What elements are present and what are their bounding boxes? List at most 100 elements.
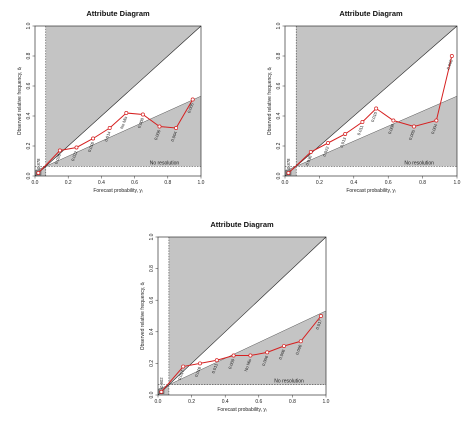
y-axis-label: Observed relative frequency, ōᵢ (267, 67, 273, 136)
data-point (326, 141, 330, 145)
point-label: 0.022 (322, 145, 331, 157)
y-tick-label: 0.2 (26, 142, 32, 149)
x-tick-label: 1.0 (454, 180, 461, 186)
data-point (412, 124, 416, 129)
data-point (434, 118, 439, 123)
point-label: 0.006 (261, 354, 270, 366)
data-point (107, 126, 112, 130)
x-tick-label: 0.0 (155, 399, 162, 405)
data-point (174, 126, 179, 130)
perfect-reliability-line (34, 25, 202, 177)
y-axis-label: Observed relative frequency, ōᵢ (140, 282, 146, 351)
point-label: 0.009 (227, 358, 236, 370)
x-tick-label: 0.4 (350, 180, 357, 186)
point-label: No Mis (119, 116, 128, 130)
no-skill-line (34, 95, 202, 172)
data-point (374, 106, 379, 111)
data-point (157, 124, 162, 129)
point-label: 0.026 (54, 153, 63, 165)
x-tick-label: 0.8 (289, 399, 296, 405)
plot-frame (157, 236, 327, 396)
chart-panel-2: No resolution Attribute Diagram 0.0 0.2 0.4 0… (267, 9, 461, 194)
data-point (265, 350, 270, 355)
y-tick-label: 0.0 (276, 172, 282, 179)
chart-title: Attribute Diagram (339, 9, 403, 18)
data-point (57, 148, 62, 153)
y-tick-label: 0.4 (276, 112, 282, 119)
point-label: 0.878 (36, 158, 41, 169)
data-point (248, 353, 253, 358)
x-tick-label: 0.8 (419, 180, 426, 186)
y-tick-label: 0.6 (26, 82, 32, 89)
x-tick-label: 0.0 (282, 180, 289, 186)
point-label: 0.036 (304, 154, 313, 166)
point-label: 0.004 (170, 130, 179, 142)
point-label: No Mis (243, 358, 252, 372)
reliability-curve (288, 55, 453, 174)
x-tick-label: 1.0 (198, 180, 205, 186)
data-point (124, 111, 129, 115)
data-point (360, 120, 365, 124)
y-tick-label: 0.0 (26, 172, 32, 179)
no-resolution-label: No resolution (150, 160, 180, 166)
y-tick-label: 0.8 (26, 52, 32, 59)
no-skill-line (284, 95, 458, 172)
no-resolution-label: No resolution (274, 379, 304, 385)
point-label: 0.902 (159, 377, 164, 388)
data-point (181, 364, 186, 369)
y-tick-label: 1.0 (149, 233, 155, 240)
data-point (231, 353, 236, 358)
point-label: 0.005 (408, 129, 417, 141)
x-axis-label: Forecast probability, yᵢ (217, 407, 267, 413)
data-point (198, 361, 202, 366)
point-label: 0.011 (211, 362, 219, 374)
no-skill-line (157, 310, 327, 391)
perfect-reliability-line (157, 236, 327, 396)
x-tick-label: 0.6 (385, 180, 392, 186)
x-tick-label: 1.0 (323, 399, 330, 405)
chart-title: Attribute Diagram (210, 220, 274, 229)
x-axis-label: Forecast probability, yᵢ (93, 188, 143, 194)
point-label: 0.002 (445, 58, 454, 70)
data-point (286, 171, 291, 175)
data-point (449, 54, 454, 58)
data-point (159, 389, 164, 394)
y-tick-label: 0.8 (149, 265, 155, 272)
data-point (190, 97, 195, 102)
data-point (140, 112, 145, 117)
data-point (91, 136, 96, 141)
point-label: 0.010 (370, 111, 379, 123)
data-point (343, 132, 348, 136)
x-tick-label: 0.4 (98, 180, 105, 186)
point-label: 0.014 (103, 130, 112, 142)
x-tick-label: 0.2 (188, 399, 195, 405)
plot-frame (34, 25, 202, 177)
point-label: 0.008 (387, 123, 396, 135)
point-label: 0.016 (87, 141, 96, 153)
y-tick-label: 0.2 (276, 142, 282, 149)
x-tick-label: 0.6 (131, 180, 138, 186)
y-axis-label: Observed relative frequency, ōᵢ (17, 67, 23, 136)
y-tick-label: 0.2 (149, 360, 155, 367)
y-tick-label: 0.4 (26, 112, 32, 119)
plot-frame (284, 25, 458, 177)
chart-panel-1: No resolution Attribute Diagram 0.0 0.2 0.4 0… (17, 9, 205, 194)
y-tick-label: 0.0 (149, 391, 155, 398)
point-label: 0.016 (194, 365, 203, 377)
point-label: 0.878 (286, 158, 291, 169)
x-tick-label: 0.0 (32, 180, 39, 186)
point-label: 0.017 (315, 318, 324, 330)
data-point (36, 171, 41, 175)
chart-title: Attribute Diagram (86, 9, 150, 18)
point-label: 0.017 (177, 369, 186, 381)
data-point (308, 150, 313, 154)
point-label: 0.004 (430, 123, 439, 135)
y-tick-label: 0.4 (149, 328, 155, 335)
x-tick-label: 0.2 (65, 180, 72, 186)
x-tick-label: 0.6 (255, 399, 262, 405)
y-tick-label: 0.6 (276, 82, 282, 89)
x-tick-label: 0.2 (316, 180, 323, 186)
x-axis-label: Forecast probability, yᵢ (346, 188, 396, 194)
data-point (319, 314, 323, 318)
